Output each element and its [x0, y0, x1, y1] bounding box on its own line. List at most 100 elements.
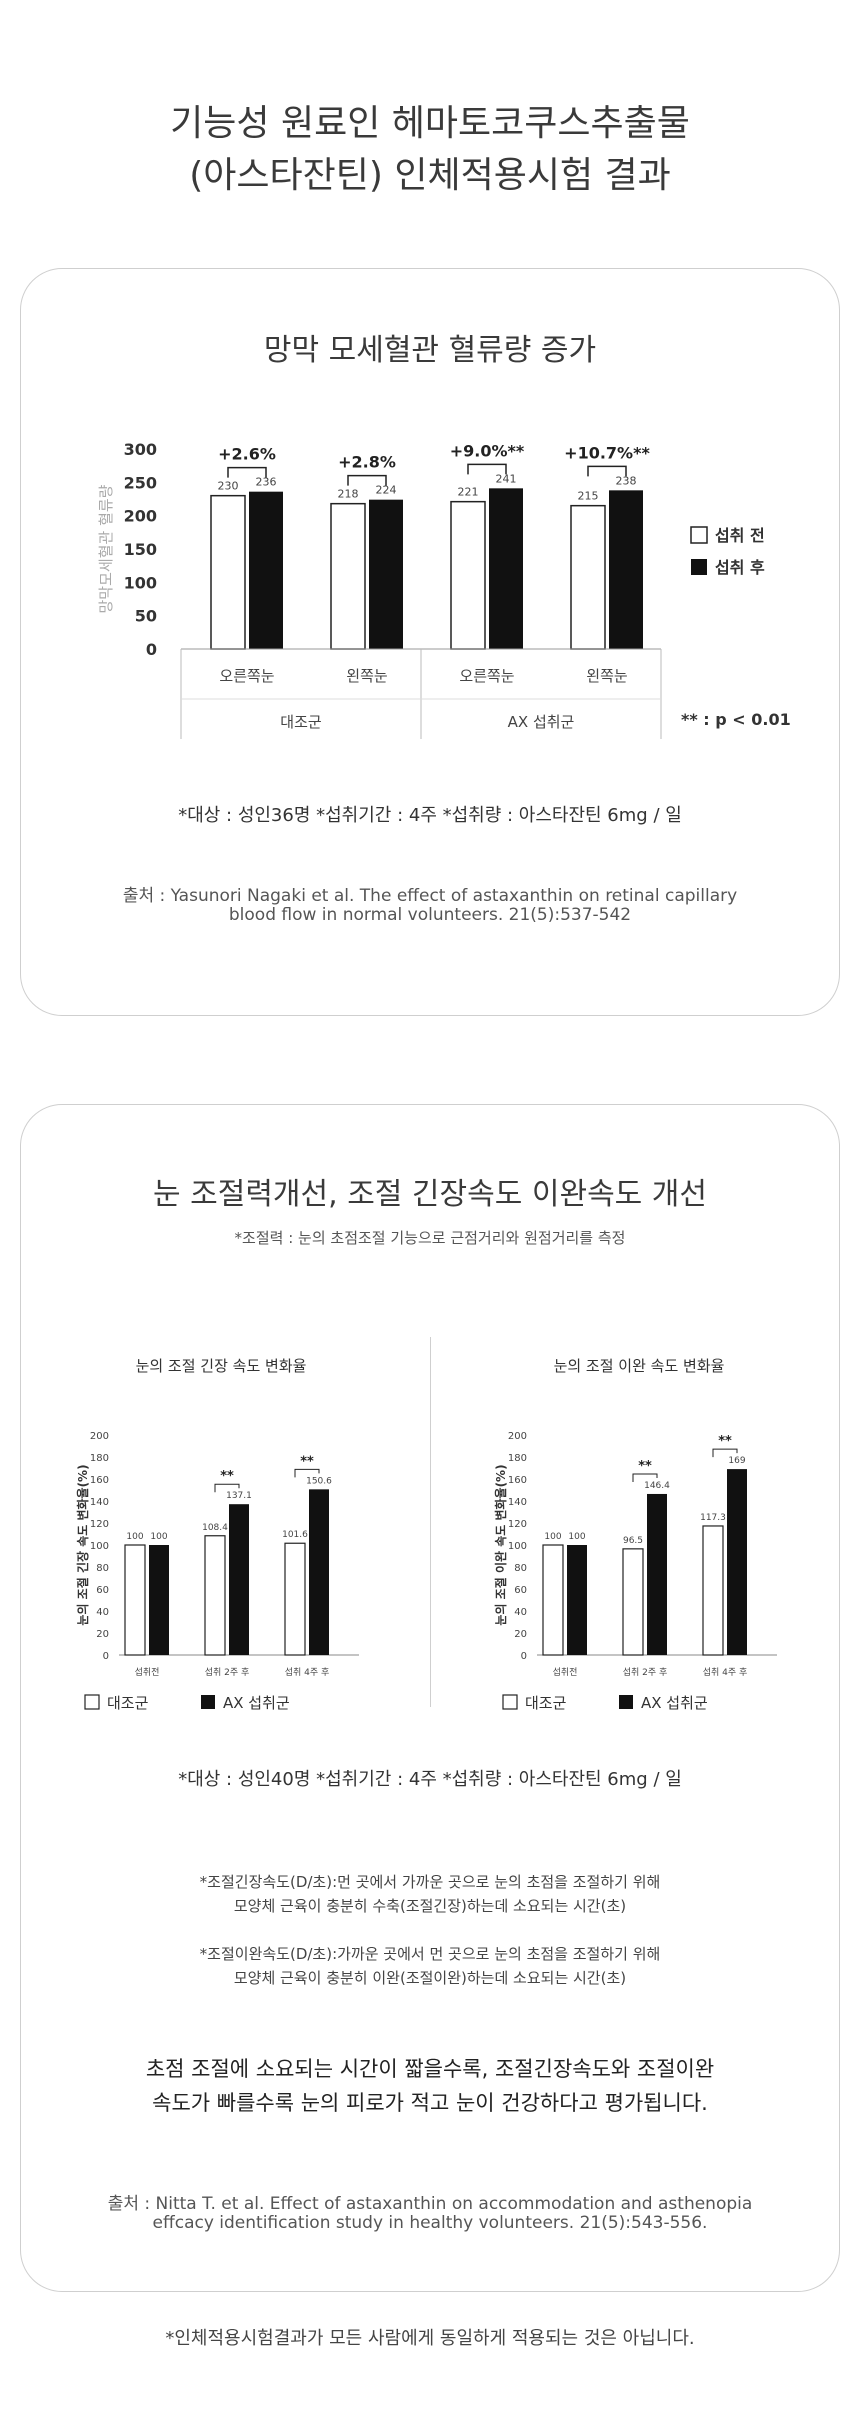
page-title-line1: 기능성 원료인 헤마토코쿠스추출물 [170, 103, 690, 144]
x-category-label: 왼쪽눈 [586, 667, 628, 685]
bar-control [204, 1535, 226, 1656]
y-tick-label: 200 [90, 1431, 109, 1442]
def1-line2: 모양체 근육이 충분히 수축(조절긴장)하는데 소요되는 시간(초) [233, 1897, 627, 1915]
bar-ax [727, 1469, 747, 1655]
legend-swatch-ax [201, 1695, 215, 1709]
study2-subtitle: *조절력 : 눈의 초점조절 기능으로 근점거리와 원점거리를 측정 [234, 1229, 626, 1247]
x-category-label: 섭취 4주 후 [285, 1667, 330, 1678]
significance-bracket [632, 1473, 658, 1482]
x-category-label: 섭취전 [135, 1667, 160, 1678]
study2-source-line2: effcacy identification study in healthy … [152, 2213, 708, 2233]
data-label-before: 221 [458, 486, 479, 499]
y-tick-label: 0 [103, 1651, 109, 1662]
y-tick-label: 60 [96, 1585, 109, 1596]
x-category-label: 섭취 2주 후 [205, 1667, 250, 1678]
bar-before [450, 500, 486, 650]
legend-swatch-after [691, 559, 707, 575]
x-category-label: 섭취전 [553, 1667, 578, 1678]
data-label-ax: 150.6 [306, 1476, 332, 1486]
def1-line1: *조절긴장속도(D/초):먼 곳에서 가까운 곳으로 눈의 초점을 조절하기 위… [199, 1873, 661, 1891]
chart-title: 눈의 조절 이완 속도 변화율 [554, 1357, 725, 1375]
significance-mark: ** [220, 1469, 234, 1484]
data-label-control: 108.4 [202, 1523, 228, 1533]
x-category-label: 오른쪽눈 [219, 667, 274, 685]
y-tick-label: 100 [90, 1541, 109, 1552]
data-label-after: 241 [496, 472, 517, 485]
data-label-before: 215 [578, 490, 599, 503]
y-tick-label: 60 [514, 1585, 527, 1596]
change-annotation: +2.6% [218, 445, 276, 464]
data-label-after: 238 [616, 474, 637, 487]
y-tick-label: 40 [514, 1607, 527, 1618]
x-category-label: 왼쪽눈 [346, 667, 388, 685]
summary-line2: 속도가 빠를수록 눈의 피로가 적고 눈이 건강하다고 평가됩니다. [152, 2091, 708, 2115]
bar-ax [229, 1504, 249, 1655]
y-tick-label: 200 [508, 1431, 527, 1442]
y-tick-label: 20 [514, 1629, 527, 1640]
y-tick-label: 180 [90, 1453, 109, 1464]
y-tick-label: 160 [508, 1475, 527, 1486]
data-label-ax: 137.1 [226, 1491, 252, 1501]
group-label-ax: AX 섭취군 [508, 713, 575, 731]
y-tick-label: 20 [96, 1629, 109, 1640]
study1-subjects: *대상 : 성인36명 *섭취기간 : 4주 *섭취량 : 아스타잔틴 6mg … [178, 805, 682, 826]
y-tick-label: 50 [135, 607, 157, 626]
bar-before [570, 504, 606, 650]
y-tick-label: 80 [514, 1563, 527, 1574]
bar-ax [309, 1489, 329, 1655]
y-tick-label: 0 [521, 1651, 527, 1662]
legend-label-after: 섭취 후 [715, 558, 765, 577]
y-tick-label: 140 [508, 1497, 527, 1508]
y-tick-label: 100 [508, 1541, 527, 1552]
data-label-before: 230 [218, 480, 239, 493]
data-label-ax: 169 [728, 1456, 745, 1466]
data-label-control: 100 [126, 1532, 143, 1542]
disclaimer: *인체적용시험결과가 모든 사람에게 동일하게 적용되는 것은 아닙니다. [165, 2328, 695, 2349]
study1-title: 망막 모세혈관 혈류량 증가 [263, 333, 597, 368]
study2-subjects: *대상 : 성인40명 *섭취기간 : 4주 *섭취량 : 아스타잔틴 6mg … [178, 1769, 682, 1790]
y-tick-label: 0 [146, 640, 157, 659]
retinal-blood-flow-chart: 망막모세혈관 혈류량 0 50 100 150 200 250 300 230 236 +2.6% 오… [97, 440, 791, 739]
y-tick-label: 140 [90, 1497, 109, 1508]
def2-line2: 모양체 근육이 충분히 이완(조절이완)하는데 소요되는 시간(초) [233, 1969, 627, 1987]
x-category-label: 섭취 2주 후 [623, 1667, 668, 1678]
legend-label-control: 대조군 [525, 1694, 567, 1712]
study2-source-line1: 출처 : Nitta T. et al. Effect of astaxanth… [107, 2194, 753, 2214]
legend-label-before: 섭취 전 [715, 526, 765, 545]
bar-after [489, 488, 523, 649]
page-title-line2: (아스타잔틴) 인체적용시험 결과 [189, 155, 671, 196]
bar-control [124, 1544, 146, 1656]
change-annotation: +9.0%** [450, 441, 525, 460]
y-axis-label: 눈의 조절 이완 속도 변화율(%) [493, 1464, 508, 1625]
def2-line1: *조절이완속도(D/초):가까운 곳에서 먼 곳으로 눈의 초점을 조절하기 위… [199, 1945, 661, 1963]
data-label-ax: 100 [568, 1532, 585, 1542]
data-label-after: 236 [256, 476, 277, 489]
legend-swatch-ax [619, 1695, 633, 1709]
legend-label-control: 대조군 [107, 1694, 149, 1712]
bar-ax [647, 1493, 667, 1655]
significance-bracket [467, 463, 507, 475]
change-annotation: +10.7%** [564, 443, 650, 462]
legend-swatch-before [690, 526, 708, 544]
study1-source-line2: blood flow in normal volunteers. 21(5):5… [228, 905, 632, 925]
y-axis-label: 망막모세혈관 혈류량 [97, 484, 115, 613]
data-label-ax: 100 [150, 1532, 167, 1542]
significance-mark: ** [300, 1454, 314, 1469]
bar-control [622, 1548, 644, 1656]
accommodation-card: 눈 조절력개선, 조절 긴장속도 이완속도 개선 *조절력 : 눈의 초점조절 … [20, 1104, 840, 2292]
chart-title: 눈의 조절 긴장 속도 변화율 [136, 1357, 307, 1375]
legend-label-ax: AX 섭취군 [641, 1694, 708, 1712]
data-label-ax: 146.4 [644, 1481, 670, 1491]
study1-source-line1: 출처 : Yasunori Nagaki et al. The effect o… [122, 886, 738, 906]
bar-ax [567, 1545, 587, 1655]
data-label-control: 101.6 [282, 1530, 308, 1540]
significance-bracket [587, 465, 627, 477]
x-category-label: 섭취 4주 후 [703, 1667, 748, 1678]
legend-label-ax: AX 섭취군 [223, 1694, 290, 1712]
y-tick-label: 120 [90, 1519, 109, 1530]
y-tick-label: 150 [124, 540, 157, 559]
y-tick-label: 100 [124, 573, 157, 592]
y-tick-label: 300 [124, 440, 157, 459]
